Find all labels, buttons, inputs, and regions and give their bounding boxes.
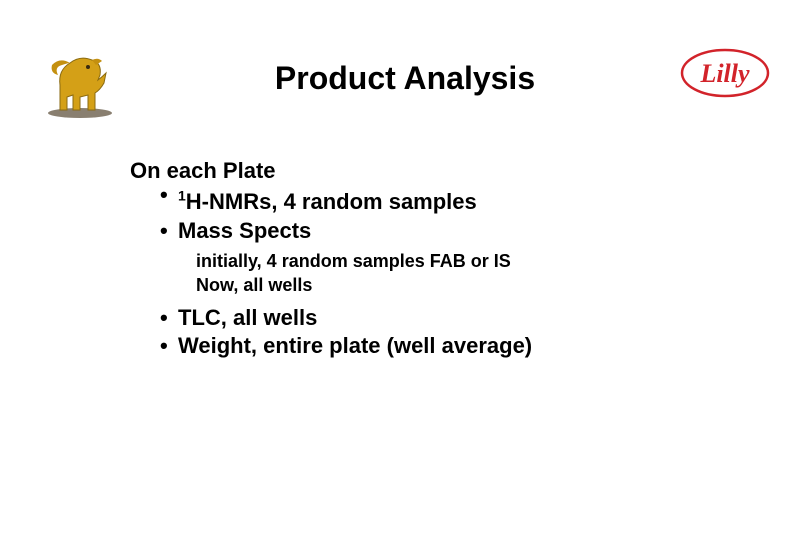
- bullet-text: TLC, all wells: [178, 305, 317, 330]
- content-block: On each Plate •1H-NMRs, 4 random samples…: [130, 158, 690, 361]
- sub-bullet-text: initially, 4 random samples FAB or IS: [196, 249, 690, 273]
- bullet-item: •Weight, entire plate (well average): [160, 332, 690, 361]
- slide-title: Product Analysis: [0, 60, 810, 97]
- bullet-text: Weight, entire plate (well average): [178, 333, 532, 358]
- bullet-item: •1H-NMRs, 4 random samples: [160, 188, 690, 217]
- bullet-text: Mass Spects: [178, 218, 311, 243]
- content-heading: On each Plate: [130, 158, 690, 184]
- bullet-marker-icon: •: [160, 217, 178, 246]
- bullet-item: •Mass Spects: [160, 217, 690, 246]
- sub-bullet-block: initially, 4 random samples FAB or IS No…: [196, 249, 690, 298]
- bullet-item: •TLC, all wells: [160, 304, 690, 333]
- bullet-sup: 1: [178, 189, 186, 214]
- slide: Lilly Product Analysis On each Plate •1H…: [0, 0, 810, 540]
- bullet-marker-icon: •: [160, 304, 178, 333]
- bullet-text: H-NMRs, 4 random samples: [186, 189, 477, 214]
- bullet-marker-icon: •: [160, 184, 178, 206]
- sub-bullet-text: Now, all wells: [196, 273, 690, 297]
- bullet-marker-icon: •: [160, 332, 178, 361]
